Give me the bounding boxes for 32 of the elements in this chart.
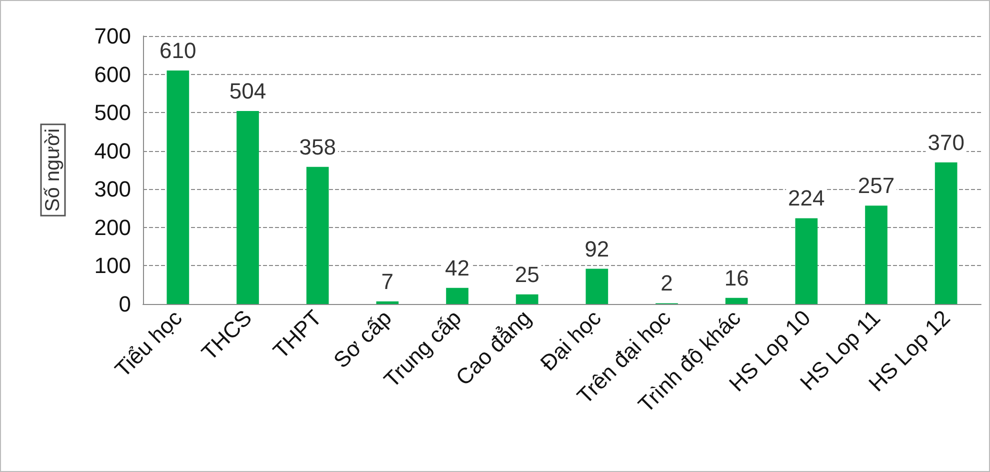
y-tick-label: 400 — [94, 138, 131, 164]
data-label: 25 — [514, 262, 540, 287]
data-label: 16 — [724, 265, 749, 290]
data-label: 370 — [928, 130, 964, 155]
y-tick-label: 0 — [118, 292, 131, 316]
data-label: 2 — [660, 270, 673, 296]
y-tick-label: 200 — [94, 214, 131, 240]
bar — [865, 206, 888, 304]
bar — [586, 268, 608, 304]
bar — [516, 294, 538, 304]
data-label: 7 — [381, 268, 394, 294]
data-label: 358 — [299, 134, 336, 160]
y-tick-label: 500 — [94, 100, 131, 126]
bar — [376, 301, 399, 304]
y-tick-label: 100 — [94, 253, 131, 278]
data-label: 224 — [788, 186, 825, 211]
bar — [236, 111, 259, 304]
y-tick-label: 300 — [94, 176, 131, 202]
y-tick-label: 700 — [94, 24, 131, 48]
bar — [725, 298, 748, 304]
bar — [166, 70, 190, 304]
data-label: 257 — [858, 173, 895, 198]
y-tick-label: 600 — [94, 62, 131, 87]
data-label: 610 — [160, 38, 196, 63]
bar — [446, 288, 468, 304]
y-axis-title: Số người — [42, 128, 64, 212]
data-label: 42 — [445, 255, 470, 280]
bar — [306, 166, 329, 304]
data-label: 504 — [229, 78, 266, 104]
bar — [934, 162, 958, 304]
bar — [795, 218, 818, 304]
data-label: 92 — [584, 236, 610, 262]
